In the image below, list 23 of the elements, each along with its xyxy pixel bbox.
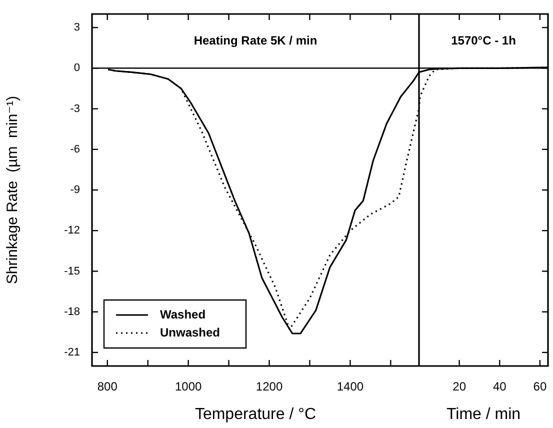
y-tick-label: -15 [64, 265, 80, 278]
x-tick-label: 800 [97, 380, 118, 394]
y-tick-label: -12 [64, 224, 80, 237]
x-tick-label: 1200 [256, 380, 283, 394]
y-tick-label: -9 [70, 184, 80, 196]
x-tick-label: 20 [452, 380, 466, 394]
y-tick-label: -18 [64, 306, 80, 318]
x-tick-label: 40 [492, 380, 507, 394]
x-axis-title: Time / min [446, 406, 521, 423]
y-tick-label: -21 [64, 346, 80, 358]
y-tick-label: -3 [70, 102, 80, 115]
x-tick-label: 1400 [336, 380, 364, 394]
x-axis-title: Temperature / °C [194, 406, 316, 423]
legend-label: Washed [160, 307, 206, 322]
x-tick-label: 60 [533, 380, 547, 394]
annotation: 1570°C - 1h [451, 33, 516, 48]
x-tick-label: 1000 [174, 380, 202, 394]
y-tick-label: 0 [74, 62, 80, 74]
y-tick-label: -6 [70, 143, 80, 156]
y-axis-title: Shrinkage Rate (µm min⁻¹) [4, 96, 22, 284]
annotation: Heating Rate 5K / min [194, 33, 318, 48]
y-tick-label: 3 [74, 22, 80, 34]
legend-label: Unwashed [160, 325, 220, 340]
